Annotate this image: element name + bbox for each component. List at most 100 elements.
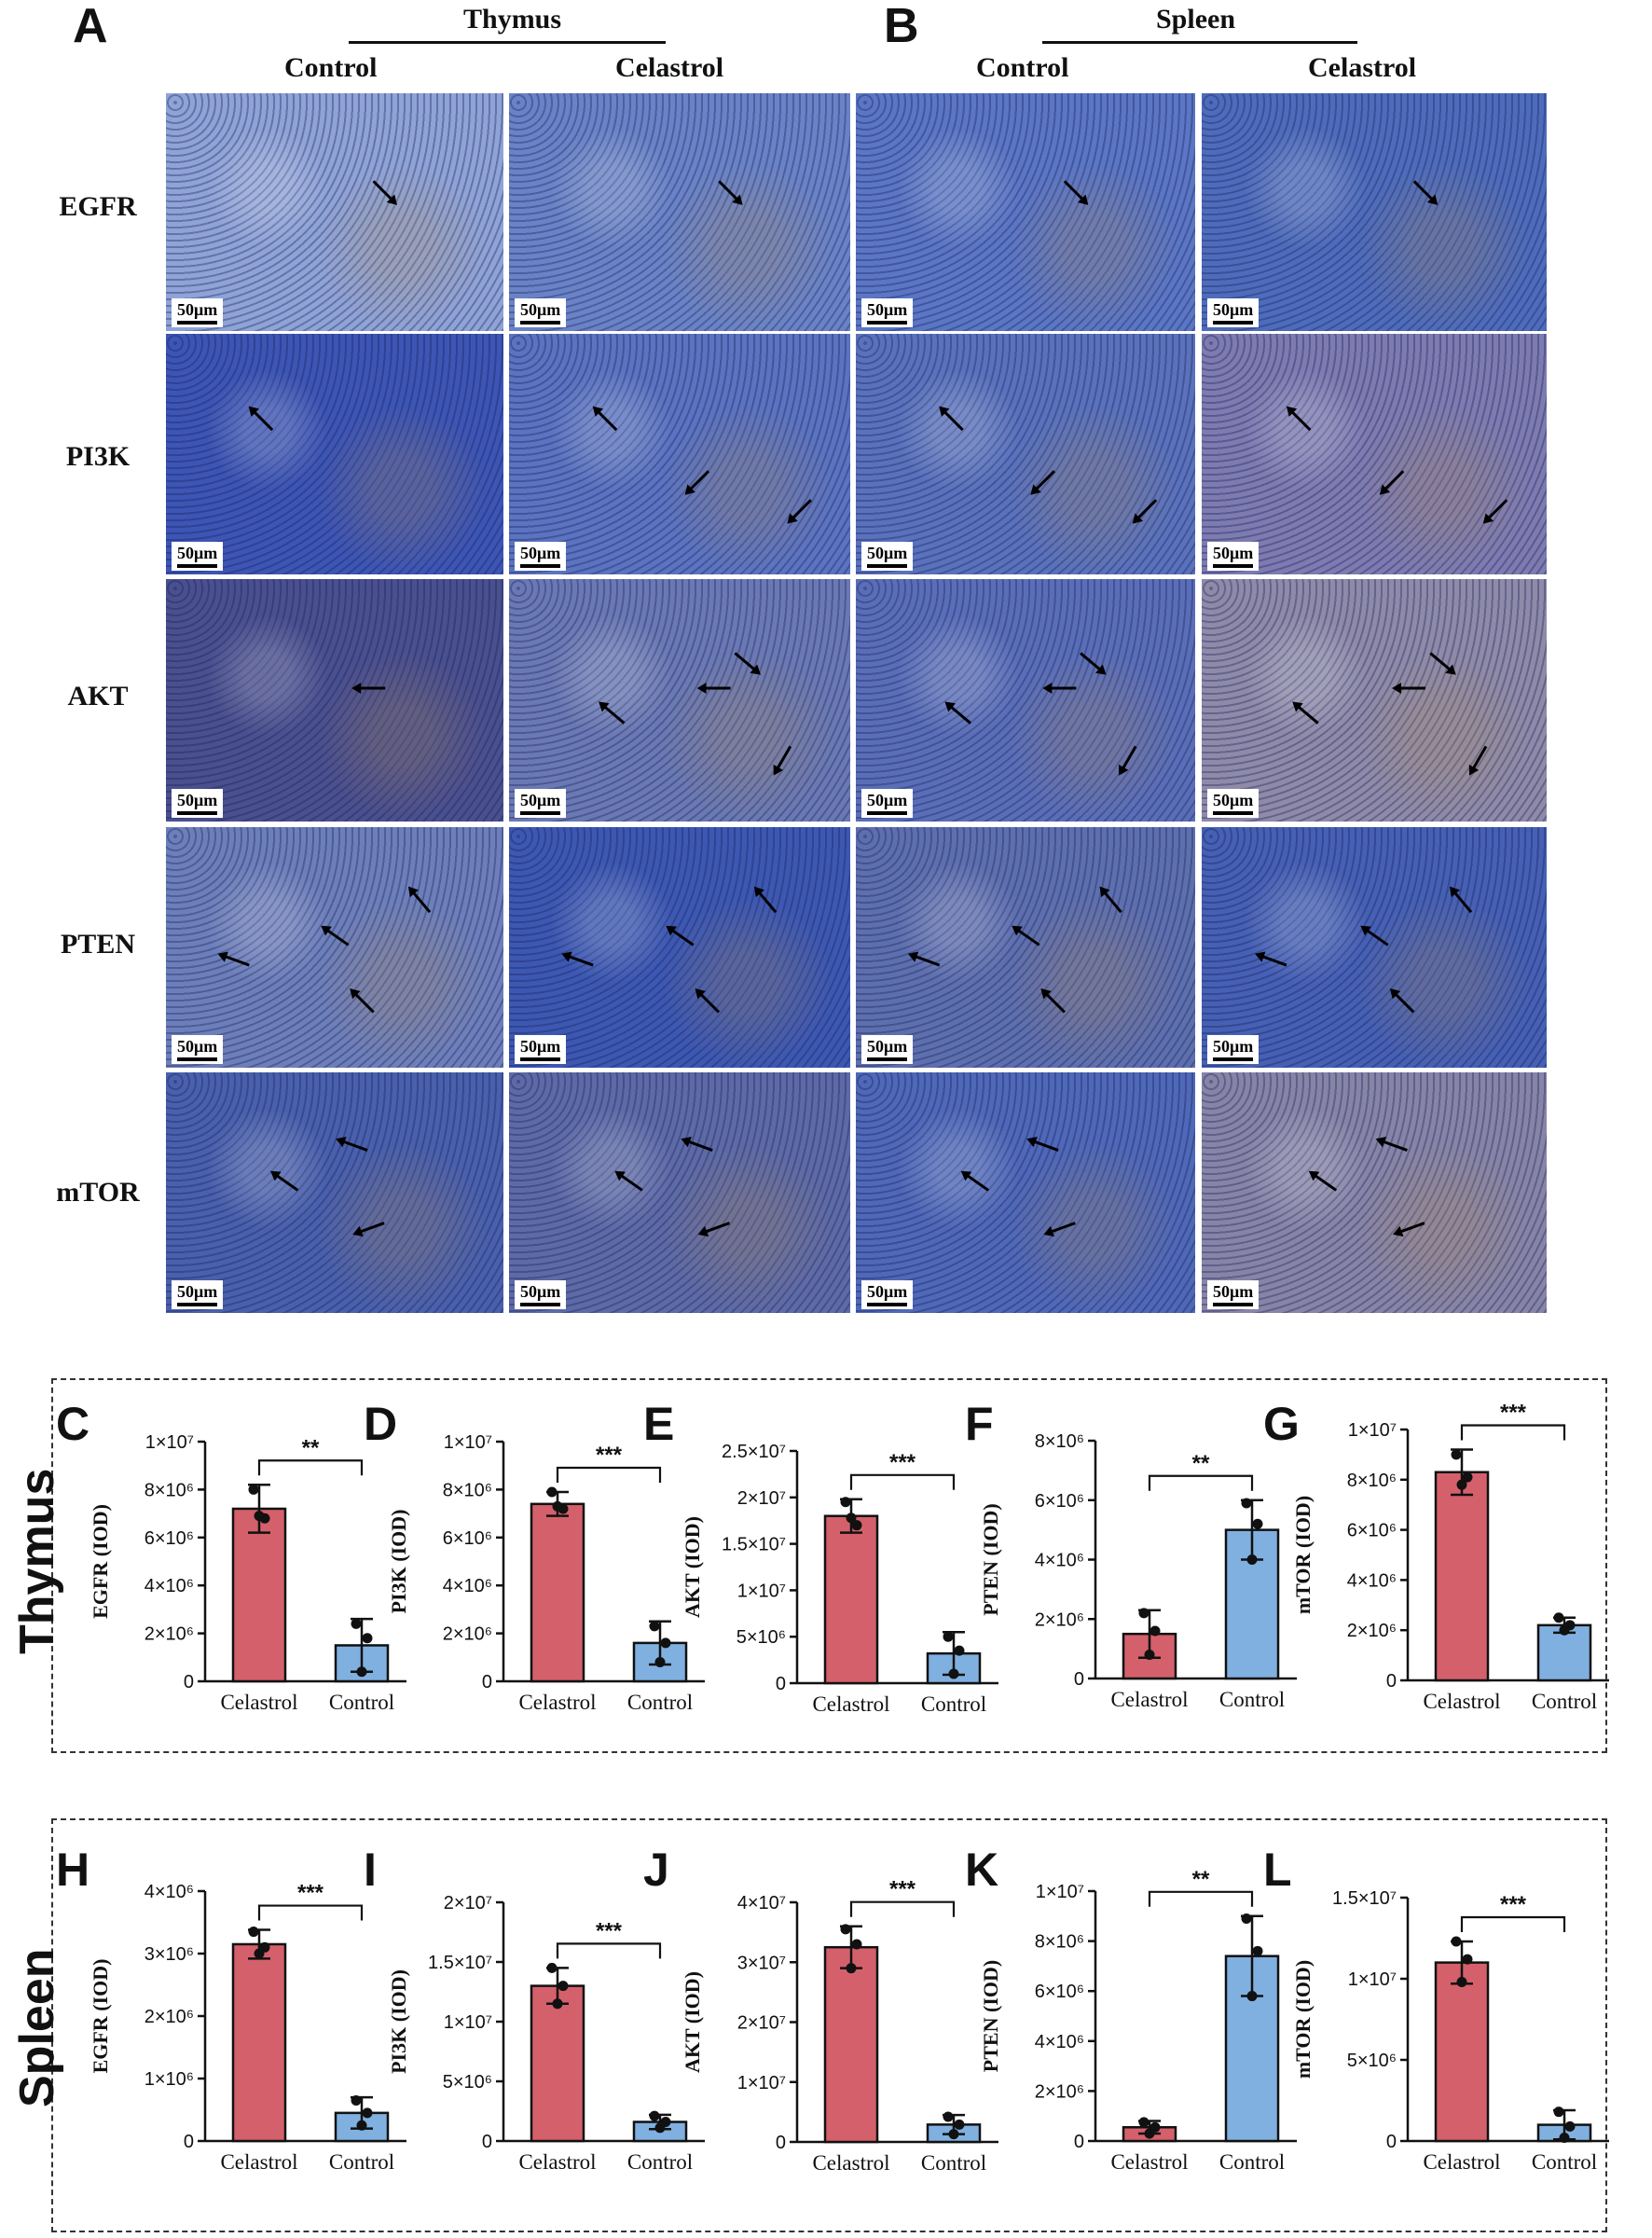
y-tick-label: 0 xyxy=(1074,1669,1084,1690)
scale-bar: 50μm xyxy=(861,1035,914,1064)
x-tick-label: Control xyxy=(921,1692,986,1716)
data-point xyxy=(840,1497,851,1508)
data-point xyxy=(1451,1936,1462,1947)
arrow-icon xyxy=(351,683,386,694)
scale-bar: 50μm xyxy=(1207,1280,1260,1309)
y-tick-label: 1.5×10⁷ xyxy=(1332,1888,1397,1909)
x-tick-label: Celastrol xyxy=(1423,1690,1500,1713)
arrow-icon xyxy=(1379,470,1405,495)
arrow-icon xyxy=(1132,499,1158,524)
arrow-icon xyxy=(1030,470,1055,495)
y-tick-label: 1×10⁷ xyxy=(145,1432,194,1453)
significance-bracket xyxy=(556,1942,662,1959)
data-point xyxy=(1559,2133,1570,2144)
x-tick-label: Control xyxy=(1219,1688,1285,1711)
significance-label: *** xyxy=(889,1450,916,1475)
x-tick-label: Celastrol xyxy=(518,1691,596,1714)
panel-letter: K xyxy=(965,1844,998,1896)
y-tick-label: 2×10⁷ xyxy=(737,1488,786,1509)
y-tick-label: 2×10⁶ xyxy=(145,1624,194,1645)
arrow-icon xyxy=(599,701,626,725)
histology-image: 50μm xyxy=(509,334,850,574)
panel-letter: C xyxy=(56,1398,89,1450)
significance-bracket xyxy=(257,1904,364,1921)
histology-image: 50μm xyxy=(166,93,503,331)
arrow-icon xyxy=(1389,988,1415,1014)
scale-bar: 50μm xyxy=(515,1280,567,1309)
arrow-icon xyxy=(1449,886,1473,914)
x-tick-label: Control xyxy=(329,2150,394,2174)
arrow-icon xyxy=(1412,180,1439,205)
histology-image: 50μm xyxy=(1202,579,1547,822)
panel-letter: E xyxy=(643,1398,674,1450)
data-point xyxy=(1150,1625,1161,1637)
scale-bar: 50μm xyxy=(172,542,224,571)
bar xyxy=(530,1984,585,2143)
spleen-header-line xyxy=(1042,41,1357,44)
arrow-icon xyxy=(696,683,731,694)
arrow-icon xyxy=(1482,499,1508,524)
data-point xyxy=(948,2129,959,2140)
data-point xyxy=(1559,1624,1570,1636)
arrow-icon xyxy=(1308,1170,1338,1192)
bar xyxy=(1434,1471,1490,1682)
x-tick-label: Control xyxy=(1532,2150,1597,2174)
arrow-icon xyxy=(352,1222,385,1237)
histology-image: 50μm xyxy=(856,1072,1195,1313)
scale-bar: 50μm xyxy=(515,542,567,571)
y-tick-label: 0 xyxy=(482,1672,492,1692)
y-tick-label: 8×10⁶ xyxy=(1035,1431,1084,1452)
data-point xyxy=(654,1656,666,1667)
data-point xyxy=(1451,1449,1462,1460)
data-point xyxy=(846,1963,857,1974)
histology-image: 50μm xyxy=(166,579,503,822)
data-point xyxy=(954,2119,965,2130)
arrow-icon xyxy=(1429,652,1456,675)
histology-image: 50μm xyxy=(1202,827,1547,1068)
y-tick-label: 0 xyxy=(482,2132,492,2152)
data-point xyxy=(1462,1954,1473,1965)
significance-bracket xyxy=(1148,1474,1254,1491)
data-point xyxy=(943,1631,954,1642)
arrow-icon xyxy=(939,406,964,432)
y-axis-label: AKT (IOD) xyxy=(681,1971,704,2073)
arrow-icon xyxy=(1119,745,1137,776)
row-label-akt: AKT xyxy=(67,681,129,711)
data-point xyxy=(1144,2128,1155,2139)
arrow-icon xyxy=(407,886,432,914)
arrow-icon xyxy=(1043,1222,1076,1237)
significance-label: ** xyxy=(302,1435,320,1460)
y-tick-label: 2×10⁶ xyxy=(443,1624,492,1645)
y-tick-label: 3×10⁶ xyxy=(145,1944,194,1965)
significance-bracket xyxy=(1460,1915,1566,1932)
arrow-icon xyxy=(1063,180,1089,205)
scale-bar: 50μm xyxy=(515,298,567,327)
arrow-icon xyxy=(960,1170,990,1192)
histology-image: 50μm xyxy=(166,334,503,574)
significance-label: ** xyxy=(1192,1867,1210,1892)
y-tick-label: 6×10⁶ xyxy=(1035,1982,1084,2002)
y-tick-label: 2×10⁷ xyxy=(444,1893,492,1913)
data-point xyxy=(840,1924,851,1935)
arrow-icon xyxy=(944,701,971,725)
y-tick-label: 8×10⁶ xyxy=(1347,1471,1397,1491)
arrow-icon xyxy=(614,1170,643,1192)
arrow-icon xyxy=(1026,1137,1059,1152)
x-tick-label: Control xyxy=(1219,2150,1285,2174)
data-point xyxy=(851,1939,862,1950)
data-point xyxy=(356,1666,367,1678)
arrow-icon xyxy=(787,499,812,524)
arrow-icon xyxy=(684,470,710,495)
significance-label: *** xyxy=(1500,1401,1527,1426)
histology-image: 50μm xyxy=(509,93,850,331)
y-tick-label: 1.5×10⁷ xyxy=(722,1535,786,1555)
data-point xyxy=(649,1621,660,1632)
y-tick-label: 1×10⁷ xyxy=(1036,1882,1084,1902)
y-tick-label: 6×10⁶ xyxy=(145,1528,194,1549)
significance-bracket xyxy=(849,1900,956,1917)
arrow-icon xyxy=(718,180,743,205)
x-tick-label: Control xyxy=(627,1691,693,1714)
histology-image: 50μm xyxy=(509,1072,850,1313)
y-tick-label: 8×10⁶ xyxy=(1035,1932,1084,1953)
